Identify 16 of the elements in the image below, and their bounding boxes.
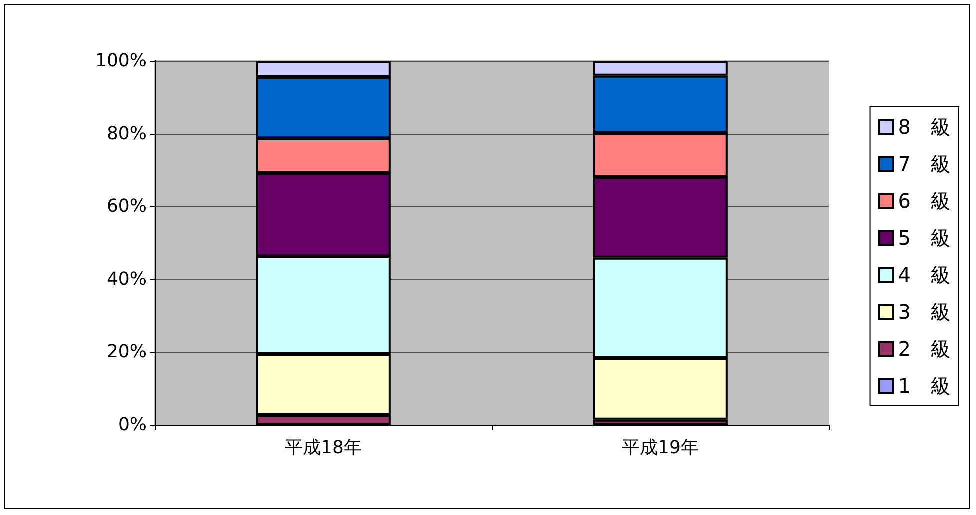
x-tick-label: 平成18年 <box>285 438 362 458</box>
legend-label: 3 級 <box>898 300 952 324</box>
y-tick-label: 40% <box>106 268 147 290</box>
y-tick-label: 100% <box>96 50 147 72</box>
y-tick-label: 80% <box>106 123 147 144</box>
y-tick-label: 20% <box>106 342 147 363</box>
x-tick-label: 平成19年 <box>622 438 699 458</box>
legend-label: 8 級 <box>898 115 952 139</box>
legend-label: 1 級 <box>898 374 952 398</box>
legend-label: 5 級 <box>898 226 952 250</box>
legend-label: 2 級 <box>898 337 952 361</box>
y-tick-label: 0% <box>118 414 147 436</box>
legend-label: 6 級 <box>898 189 952 213</box>
legend-label: 7 級 <box>898 152 952 176</box>
legend-label: 4 級 <box>898 263 952 287</box>
y-tick-label: 60% <box>106 196 147 218</box>
